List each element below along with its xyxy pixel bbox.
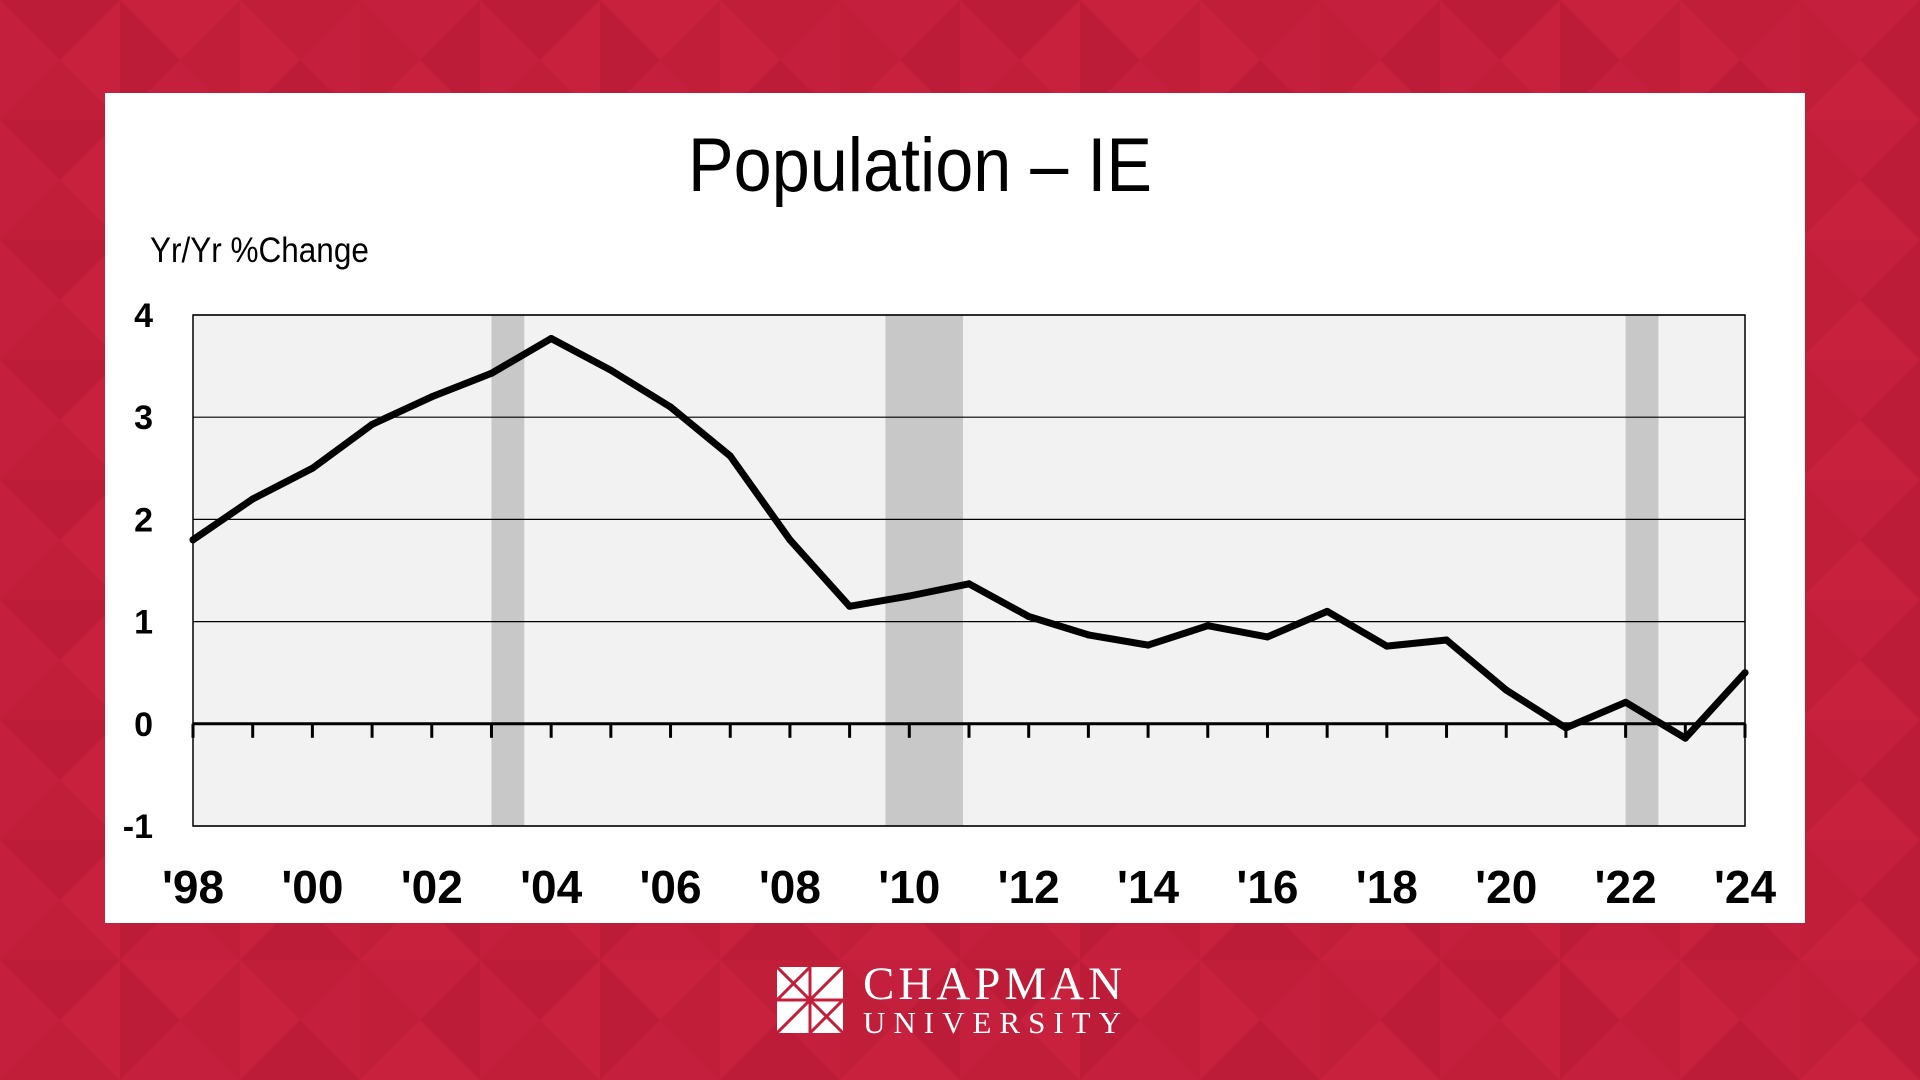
data-point [1562, 724, 1570, 732]
logo-line-chapman: CHAPMAN [863, 958, 1127, 1010]
data-point [547, 335, 555, 343]
data-point [965, 580, 973, 588]
x-tick-label: '06 [639, 861, 701, 913]
plot-area [193, 315, 1745, 826]
data-point [1323, 607, 1331, 615]
recession-shade [885, 315, 964, 826]
x-tick-label: '12 [998, 861, 1060, 913]
data-point [368, 420, 376, 428]
data-point [1144, 641, 1152, 649]
chart-card: Population – IE Yr/Yr %Change 4 3 2 1 0 -1'98… [105, 93, 1805, 923]
data-point [1622, 698, 1630, 706]
data-point [1443, 636, 1451, 644]
data-point [1084, 631, 1092, 639]
x-tick-label: '02 [401, 861, 463, 913]
data-point [1741, 669, 1749, 677]
chapman-window-icon [777, 967, 843, 1033]
data-point [786, 536, 794, 544]
y-tick-label: 4 [134, 297, 153, 335]
x-tick-label: '20 [1475, 861, 1537, 913]
x-tick-label: '22 [1595, 861, 1657, 913]
plot-border [192, 314, 1746, 827]
x-tick-label: '04 [520, 861, 583, 913]
data-point [1681, 734, 1689, 742]
data-point [487, 369, 495, 377]
x-tick-label: '08 [759, 861, 821, 913]
y-tick-label: 0 [134, 706, 153, 744]
data-point [905, 592, 913, 600]
data-point [249, 495, 257, 503]
y-tick-label: 3 [134, 399, 153, 437]
y-tick-label: 2 [134, 501, 153, 539]
data-point [667, 403, 675, 411]
data-point [1383, 642, 1391, 650]
x-tick-label: '98 [162, 861, 224, 913]
data-point [428, 393, 436, 401]
chapman-logo: CHAPMAN UNIVERSITY [777, 958, 1129, 1040]
x-tick-label: '14 [1117, 861, 1180, 913]
data-point [1502, 686, 1510, 694]
data-point [1204, 622, 1212, 630]
y-tick-label: 1 [134, 604, 153, 642]
data-point [1263, 633, 1271, 641]
recession-shade [1625, 315, 1659, 826]
data-point [607, 366, 615, 374]
chart-title: Population – IE [688, 123, 1152, 208]
data-point [189, 536, 197, 544]
y-axis-label: Yr/Yr %Change [150, 231, 369, 270]
x-tick-label: '10 [878, 861, 940, 913]
logo-wordmark: CHAPMAN UNIVERSITY [863, 958, 1129, 1040]
y-tick-label: -1 [123, 808, 153, 846]
data-point [846, 602, 854, 610]
x-tick-label: '00 [281, 861, 343, 913]
logo-line-university: UNIVERSITY [863, 1005, 1129, 1040]
recession-shade [491, 315, 525, 826]
data-point [1025, 612, 1033, 620]
x-tick-label: '18 [1356, 861, 1418, 913]
data-point [308, 464, 316, 472]
x-tick-label: '16 [1236, 861, 1298, 913]
data-point [726, 452, 734, 460]
x-tick-label: '24 [1714, 861, 1777, 913]
line-chart: 4 3 2 1 0 -1'98 '00 '02 '04 '06 '08 '10 '12 '14 '16 '18… [123, 297, 1777, 913]
